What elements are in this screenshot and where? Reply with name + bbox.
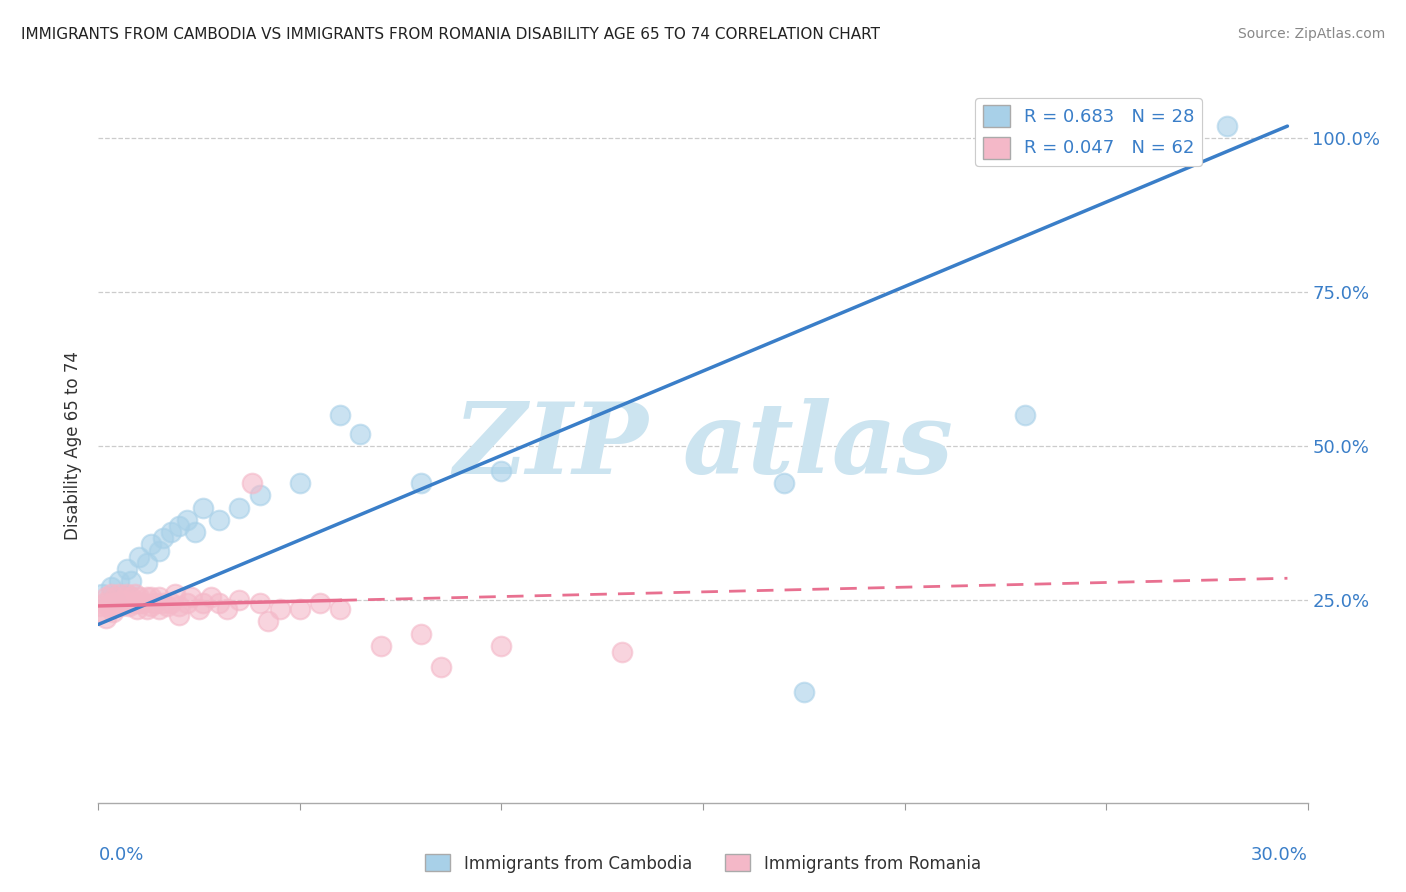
- Point: [409, 626, 432, 640]
- Point: [793, 685, 815, 699]
- Point: [184, 525, 207, 540]
- Legend: R = 0.683   N = 28, R = 0.047   N = 62: R = 0.683 N = 28, R = 0.047 N = 62: [976, 98, 1202, 166]
- Point: [139, 599, 162, 613]
- Point: [217, 602, 239, 616]
- Point: [612, 645, 634, 659]
- Point: [110, 599, 132, 613]
- Point: [115, 562, 138, 576]
- Point: [430, 660, 453, 674]
- Text: Source: ZipAtlas.com: Source: ZipAtlas.com: [1237, 27, 1385, 41]
- Point: [193, 596, 215, 610]
- Point: [139, 537, 162, 551]
- Point: [135, 602, 157, 616]
- Point: [152, 531, 174, 545]
- Point: [228, 500, 250, 515]
- Point: [288, 602, 311, 616]
- Point: [208, 513, 231, 527]
- Point: [409, 475, 432, 490]
- Point: [309, 596, 332, 610]
- Point: [256, 615, 278, 629]
- Point: [188, 602, 211, 616]
- Point: [103, 596, 125, 610]
- Point: [128, 596, 150, 610]
- Point: [135, 590, 157, 604]
- Point: [143, 596, 166, 610]
- Text: 0.0%: 0.0%: [98, 846, 143, 863]
- Point: [120, 574, 142, 589]
- Point: [91, 605, 114, 619]
- Point: [97, 599, 120, 613]
- Point: [148, 590, 170, 604]
- Point: [148, 602, 170, 616]
- Point: [135, 556, 157, 570]
- Point: [114, 590, 136, 604]
- Point: [491, 464, 513, 478]
- Point: [124, 596, 146, 610]
- Point: [160, 596, 183, 610]
- Point: [349, 426, 371, 441]
- Point: [100, 587, 122, 601]
- Point: [148, 543, 170, 558]
- Point: [152, 596, 174, 610]
- Point: [228, 592, 250, 607]
- Point: [128, 549, 150, 564]
- Point: [96, 590, 118, 604]
- Point: [240, 475, 263, 490]
- Point: [93, 596, 115, 610]
- Text: IMMIGRANTS FROM CAMBODIA VS IMMIGRANTS FROM ROMANIA DISABILITY AGE 65 TO 74 CORR: IMMIGRANTS FROM CAMBODIA VS IMMIGRANTS F…: [21, 27, 880, 42]
- Point: [125, 602, 148, 616]
- Point: [180, 590, 202, 604]
- Point: [107, 587, 129, 601]
- Point: [156, 599, 179, 613]
- Point: [111, 596, 134, 610]
- Point: [176, 513, 198, 527]
- Point: [208, 596, 231, 610]
- Point: [124, 587, 146, 601]
- Point: [128, 590, 150, 604]
- Point: [105, 599, 128, 613]
- Point: [120, 596, 142, 610]
- Point: [115, 596, 138, 610]
- Point: [167, 608, 190, 623]
- Point: [96, 611, 118, 625]
- Point: [200, 590, 222, 604]
- Point: [176, 596, 198, 610]
- Text: 30.0%: 30.0%: [1251, 846, 1308, 863]
- Point: [89, 599, 111, 613]
- Point: [101, 605, 124, 619]
- Text: ZIP atlas: ZIP atlas: [453, 398, 953, 494]
- Point: [1014, 409, 1036, 423]
- Point: [103, 592, 125, 607]
- Point: [167, 519, 190, 533]
- Point: [249, 488, 271, 502]
- Point: [491, 639, 513, 653]
- Point: [115, 587, 138, 601]
- Point: [329, 409, 352, 423]
- Point: [103, 590, 125, 604]
- Point: [132, 596, 155, 610]
- Point: [193, 500, 215, 515]
- Point: [160, 525, 183, 540]
- Point: [370, 639, 392, 653]
- Point: [118, 599, 141, 613]
- Point: [269, 602, 291, 616]
- Y-axis label: Disability Age 65 to 74: Disability Age 65 to 74: [65, 351, 83, 541]
- Point: [288, 475, 311, 490]
- Point: [100, 596, 122, 610]
- Point: [772, 475, 794, 490]
- Legend: Immigrants from Cambodia, Immigrants from Romania: Immigrants from Cambodia, Immigrants fro…: [419, 847, 987, 880]
- Point: [107, 574, 129, 589]
- Point: [167, 599, 190, 613]
- Point: [1216, 119, 1239, 133]
- Point: [329, 602, 352, 616]
- Point: [139, 590, 162, 604]
- Point: [163, 587, 186, 601]
- Point: [91, 587, 114, 601]
- Point: [249, 596, 271, 610]
- Point: [111, 592, 134, 607]
- Point: [120, 590, 142, 604]
- Point: [107, 596, 129, 610]
- Point: [100, 581, 122, 595]
